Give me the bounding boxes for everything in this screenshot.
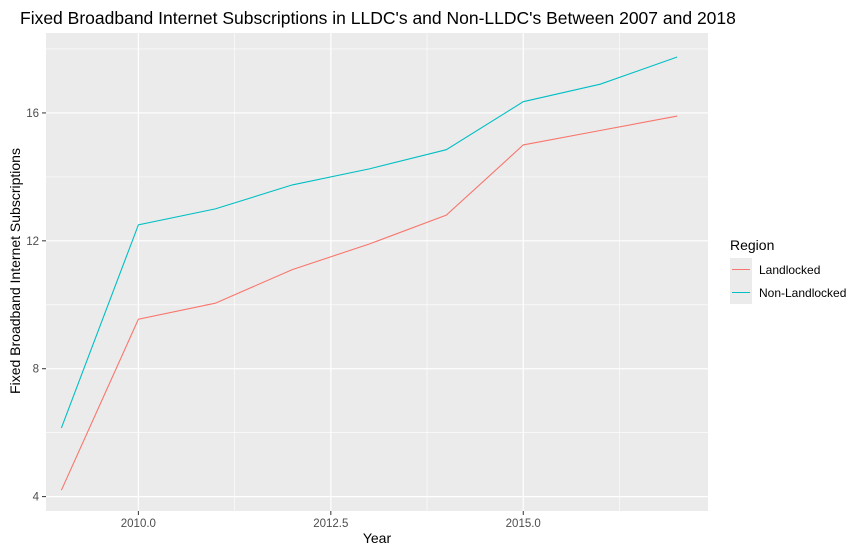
x-tick-label: 2012.5 [313,518,348,530]
series-line-landlocked [60,115,678,491]
legend-label: Non-Landlocked [759,286,846,300]
x-axis: 2010.0 2012.5 2015.0 [121,511,541,530]
y-tick-label: 16 [26,108,39,120]
x-axis-title: Year [363,530,392,546]
y-tick-label: 12 [26,236,39,248]
x-tick-label: 2010.0 [121,518,156,530]
series-lines [60,56,678,491]
y-axis: 4 8 12 16 [26,108,46,504]
major-gridlines [46,33,708,511]
series-line-non-landlocked [60,56,678,429]
plot-panel [46,33,708,511]
y-tick-label: 4 [33,492,40,504]
legend-label: Landlocked [759,263,820,277]
y-axis-title: Fixed Broadband Internet Subscriptions [7,148,23,394]
x-tick-label: 2015.0 [506,518,541,530]
legend-title: Region [730,237,774,253]
y-tick-label: 8 [33,364,39,376]
legend: Region Landlocked Non-Landlocked [730,237,846,304]
chart-title: Fixed Broadband Internet Subscriptions i… [20,8,736,28]
